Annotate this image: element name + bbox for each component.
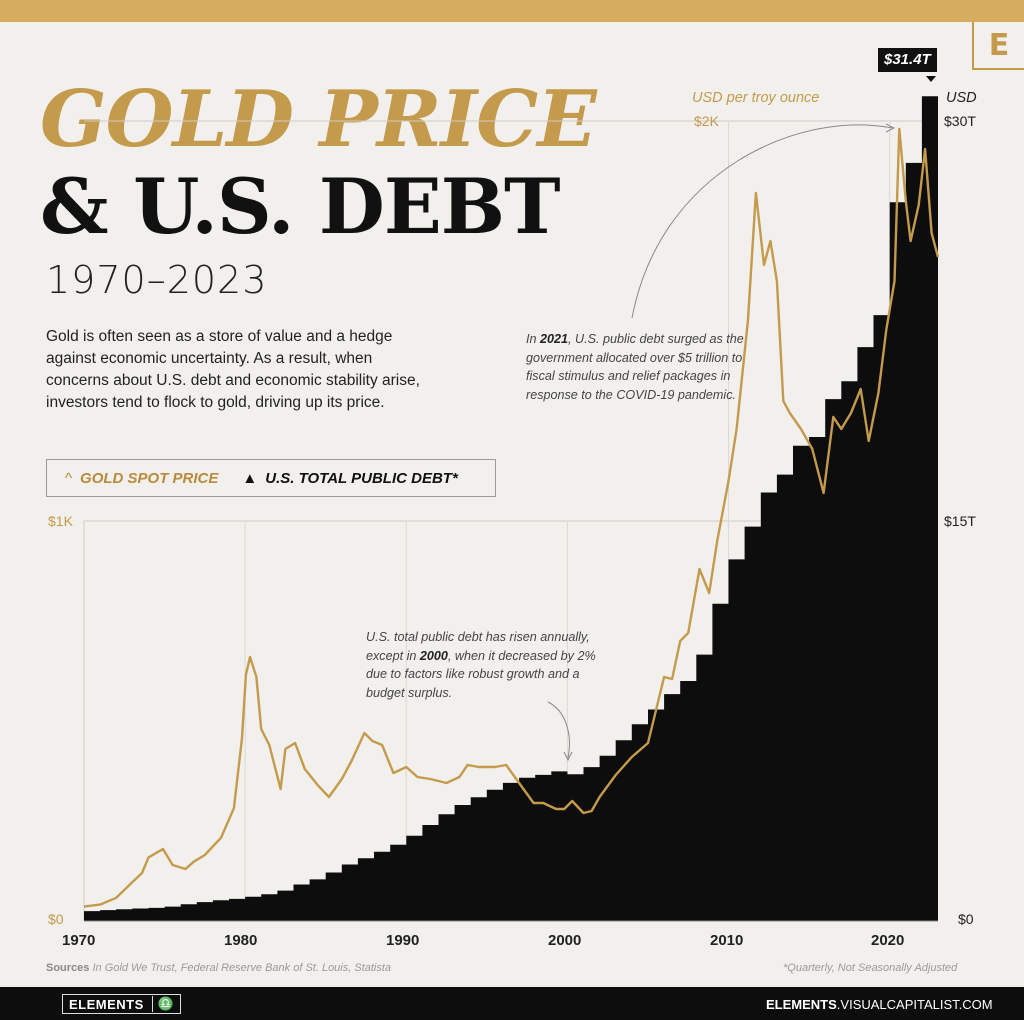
arrow-2021-head <box>885 123 896 133</box>
debt-axis-unit: USD <box>946 90 977 106</box>
description: Gold is often seen as a store of value a… <box>46 328 420 411</box>
annotation-2021: In 2021, U.S. public debt surged as the … <box>526 332 744 402</box>
badge-letter: E <box>988 27 1010 63</box>
title-line-1: GOLD PRICE <box>40 74 597 165</box>
x-tick-1990: 1990 <box>386 932 420 949</box>
legend-gold-symbol: ^ <box>65 469 73 487</box>
x-tick-2000: 2000 <box>548 932 582 949</box>
legend-debt: ▲ U.S. TOTAL PUBLIC DEBT* <box>242 470 457 487</box>
legend-debt-label: U.S. TOTAL PUBLIC DEBT* <box>265 469 458 487</box>
brand-logo: ELEMENTS ♎ <box>62 994 182 1014</box>
x-tick-1980: 1980 <box>224 932 258 949</box>
x-tick-1970: 1970 <box>62 932 96 949</box>
top-accent-bar <box>0 0 1024 22</box>
arrow-2000-head <box>563 751 573 762</box>
site-url: ELEMENTS.VISUALCAPITALIST.COM <box>766 997 993 1012</box>
title-line-2: & U.S. DEBT <box>40 162 561 251</box>
arrow-2021 <box>631 124 893 319</box>
elements-badge: E <box>972 22 1024 70</box>
sources: Sources In Gold We Trust, Federal Reserv… <box>46 962 392 974</box>
footnote: *Quarterly, Not Seasonally Adjusted <box>783 962 958 974</box>
debt-tick-30t: $30T <box>944 113 976 129</box>
gold-tick-1k: $1K <box>48 513 73 529</box>
x-tick-2020: 2020 <box>871 932 905 949</box>
gold-tick-2k: $2K <box>694 113 719 129</box>
callout-pointer <box>926 76 936 82</box>
footer-bar <box>0 987 1024 1020</box>
subtitle-years: 1970–2023 <box>46 258 268 302</box>
debt-callout: $31.4T <box>878 48 937 72</box>
x-tick-2010: 2010 <box>710 932 744 949</box>
debt-area <box>84 83 938 921</box>
legend-debt-symbol: ▲ <box>242 469 258 487</box>
debt-tick-0: $0 <box>958 911 974 927</box>
legend-gold-label: GOLD SPOT PRICE <box>80 469 219 487</box>
legend-gold: ^ GOLD SPOT PRICE <box>65 470 218 487</box>
gold-axis-unit: USD per troy ounce <box>692 90 820 106</box>
arrow-2000 <box>547 701 570 759</box>
annotation-2000: U.S. total public debt has risen annuall… <box>366 630 596 700</box>
gold-line <box>83 127 940 908</box>
legend: ^ GOLD SPOT PRICE ▲ U.S. TOTAL PUBLIC DE… <box>46 459 496 497</box>
debt-tick-15t: $15T <box>944 513 976 529</box>
gold-tick-0: $0 <box>48 911 64 927</box>
brand-mark-icon: ♎ <box>151 996 175 1012</box>
